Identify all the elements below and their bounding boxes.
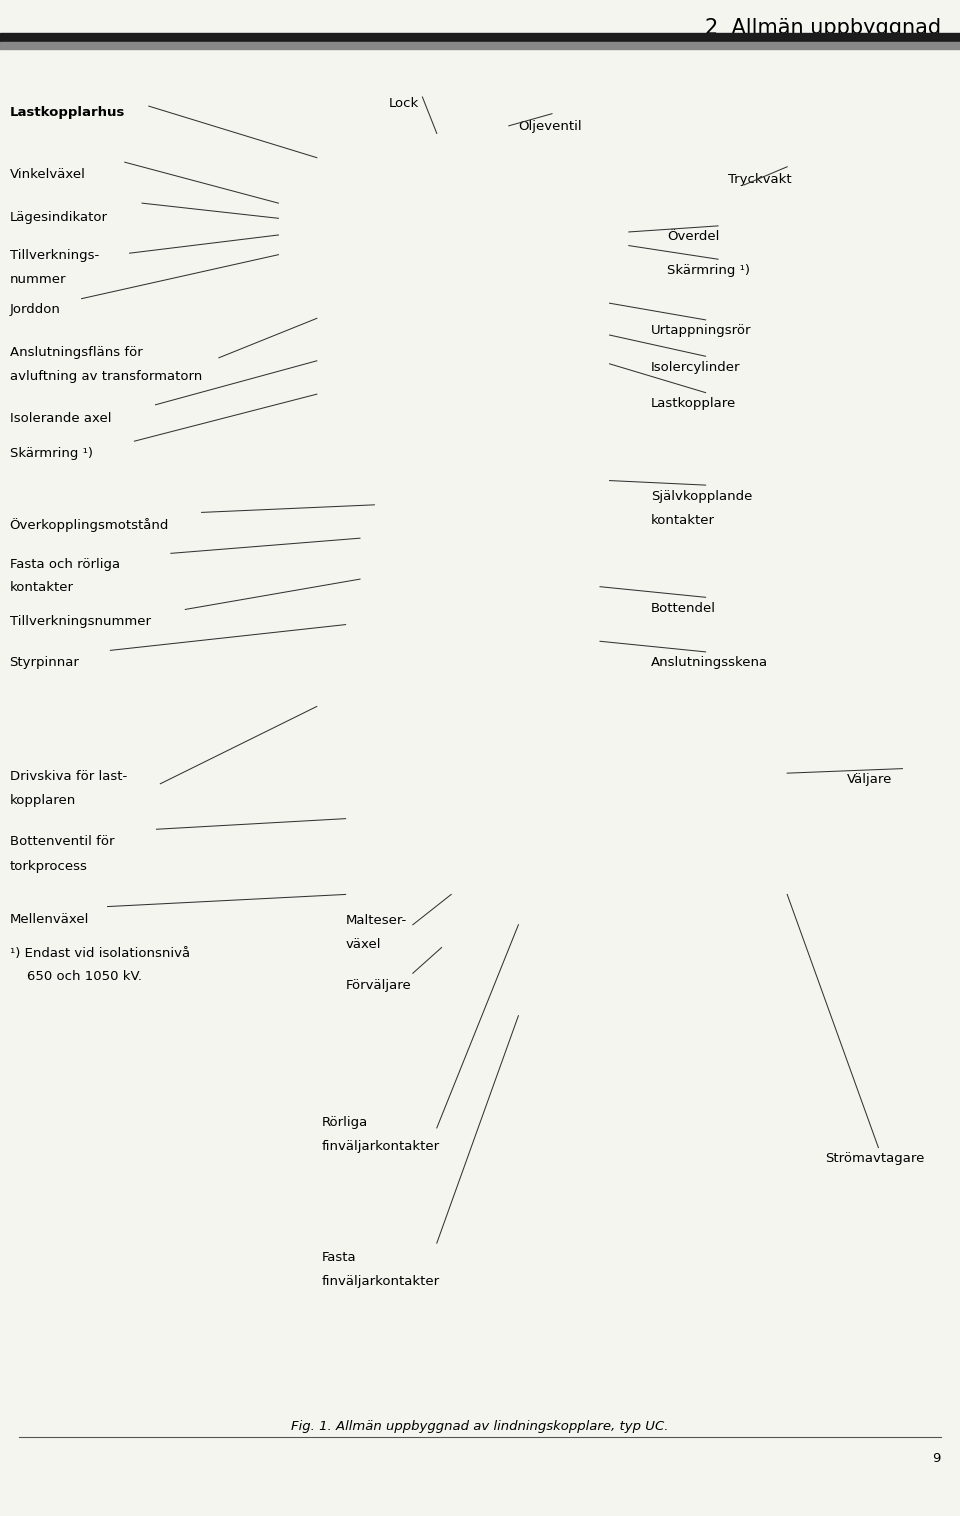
Text: Rörliga: Rörliga <box>322 1116 368 1129</box>
Text: kontakter: kontakter <box>10 581 74 594</box>
Text: Förväljare: Förväljare <box>346 979 411 993</box>
Text: Lock: Lock <box>389 97 420 111</box>
Text: Isolerande axel: Isolerande axel <box>10 412 111 426</box>
Text: Vinkelväxel: Vinkelväxel <box>10 168 85 182</box>
Text: Urtappningsrör: Urtappningsrör <box>651 324 752 338</box>
Text: ¹) Endast vid isolationsnivå: ¹) Endast vid isolationsnivå <box>10 948 190 961</box>
Text: Överdel: Överdel <box>667 230 720 244</box>
Text: finväljarkontakter: finväljarkontakter <box>322 1140 440 1154</box>
Bar <box>0 42 960 49</box>
Text: torkprocess: torkprocess <box>10 860 87 873</box>
Text: Drivskiva för last-: Drivskiva för last- <box>10 770 127 784</box>
Text: Strömavtagare: Strömavtagare <box>826 1152 925 1166</box>
Text: kontakter: kontakter <box>651 514 715 528</box>
Text: Mellenväxel: Mellenväxel <box>10 913 89 926</box>
Text: 2  Allmän uppbyggnad: 2 Allmän uppbyggnad <box>705 18 941 38</box>
Text: Bottendel: Bottendel <box>651 602 716 615</box>
Text: nummer: nummer <box>10 273 66 287</box>
Text: Skärmring ¹): Skärmring ¹) <box>10 447 92 461</box>
Text: kopplaren: kopplaren <box>10 794 76 808</box>
Text: avluftning av transformatorn: avluftning av transformatorn <box>10 370 202 384</box>
Text: Fasta: Fasta <box>322 1251 356 1264</box>
Text: växel: växel <box>346 938 381 952</box>
Bar <box>0 33 960 42</box>
Text: Lägesindikator: Lägesindikator <box>10 211 108 224</box>
Text: Väljare: Väljare <box>847 773 892 787</box>
Text: Fig. 1. Allmän uppbyggnad av lindningskopplare, typ UC.: Fig. 1. Allmän uppbyggnad av lindningsko… <box>291 1420 669 1434</box>
Text: Jorddon: Jorddon <box>10 303 60 317</box>
Text: 650 och 1050 kV.: 650 och 1050 kV. <box>10 970 142 984</box>
Text: Isolercylinder: Isolercylinder <box>651 361 740 374</box>
Text: Anslutningsskena: Anslutningsskena <box>651 656 768 670</box>
Text: Malteser-: Malteser- <box>346 914 407 928</box>
Text: Lastkopplarhus: Lastkopplarhus <box>10 106 125 120</box>
Text: Anslutningsfläns för: Anslutningsfläns för <box>10 346 142 359</box>
Text: Överkopplingsmotstånd: Överkopplingsmotstånd <box>10 518 169 532</box>
Text: Tillverkningsnummer: Tillverkningsnummer <box>10 615 151 629</box>
Text: Skärmring ¹): Skärmring ¹) <box>667 264 750 277</box>
Text: Oljeventil: Oljeventil <box>518 120 582 133</box>
Text: Styrpinnar: Styrpinnar <box>10 656 80 670</box>
Text: 9: 9 <box>932 1452 941 1466</box>
Text: Lastkopplare: Lastkopplare <box>651 397 736 411</box>
Text: Självkopplande: Självkopplande <box>651 490 753 503</box>
Text: finväljarkontakter: finväljarkontakter <box>322 1275 440 1289</box>
Text: Bottenventil för: Bottenventil för <box>10 835 114 849</box>
Text: Tryckvakt: Tryckvakt <box>728 173 791 186</box>
Text: Fasta och rörliga: Fasta och rörliga <box>10 558 120 572</box>
Text: Tillverknings-: Tillverknings- <box>10 249 99 262</box>
